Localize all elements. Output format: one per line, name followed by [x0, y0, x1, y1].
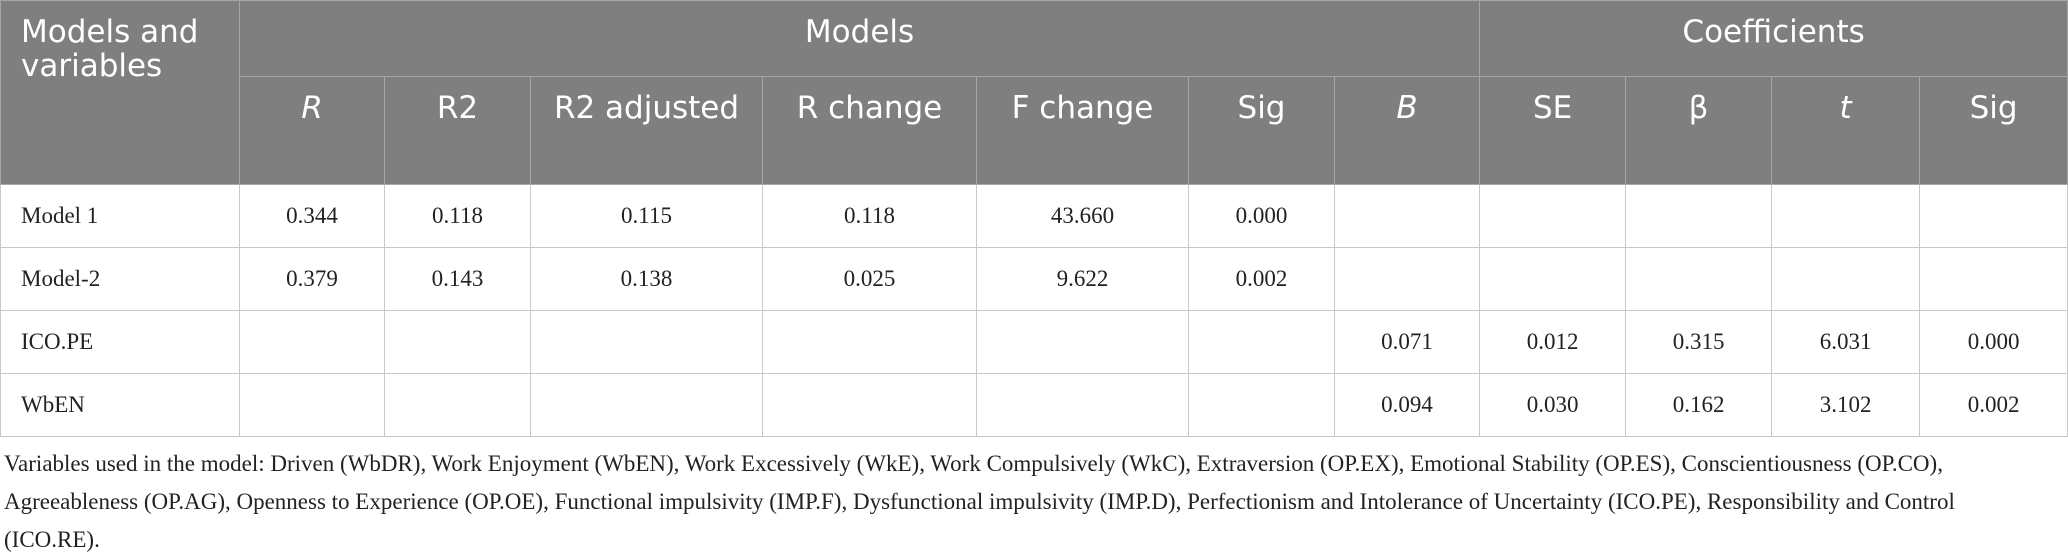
cell: 0.118 [762, 184, 977, 248]
table-row: Model 1 0.344 0.118 0.115 0.118 43.660 0.000 [0, 184, 2068, 248]
cell: 0.002 [1919, 373, 2068, 437]
cell: 0.025 [762, 247, 977, 311]
column-header: R2 adjusted [530, 76, 763, 185]
row-label: WbEN [0, 373, 240, 437]
empty-cell [384, 373, 531, 437]
cell: 6.031 [1771, 310, 1921, 374]
cell: 3.102 [1771, 373, 1921, 437]
column-header: Sig [1919, 76, 2068, 185]
cell: 0.000 [1919, 310, 2068, 374]
cell: 0.118 [384, 184, 531, 248]
empty-cell [239, 310, 385, 374]
empty-cell [976, 373, 1189, 437]
group-header: Coefficients [1479, 0, 2068, 77]
cell: 0.115 [530, 184, 763, 248]
empty-cell [1625, 184, 1773, 248]
empty-cell [976, 310, 1189, 374]
footnote: Variables used in the model: Driven (WbD… [4, 451, 1955, 552]
row-label: Model-2 [0, 247, 240, 311]
column-header: Sig [1188, 76, 1335, 185]
group-header: Models [238, 0, 1481, 77]
cell: 0.162 [1625, 373, 1773, 437]
column-header: R change [762, 76, 977, 185]
empty-cell [530, 373, 763, 437]
row-label: Model 1 [0, 184, 240, 248]
empty-cell [1479, 184, 1627, 248]
empty-cell [1625, 247, 1773, 311]
cell: 0.071 [1333, 310, 1481, 374]
column-header: t [1771, 76, 1921, 185]
column-header: B [1333, 76, 1481, 185]
row-label: ICO.PE [0, 310, 240, 374]
column-header: F change [976, 76, 1189, 185]
empty-cell [1771, 184, 1921, 248]
cell: 0.344 [239, 184, 385, 248]
empty-cell [1333, 184, 1481, 248]
cell: 0.138 [530, 247, 763, 311]
column-header: R2 [384, 76, 531, 185]
cell: 0.094 [1333, 373, 1481, 437]
column-header: β [1625, 76, 1773, 185]
table-row: Model-2 0.379 0.143 0.138 0.025 9.622 0.002 [0, 247, 2068, 311]
empty-cell [1333, 247, 1481, 311]
cell: 0.143 [384, 247, 531, 311]
empty-cell [1771, 247, 1921, 311]
empty-cell [1919, 247, 2068, 311]
empty-cell [762, 373, 977, 437]
table-row: WbEN 0.094 0.030 0.162 3.102 0.002 [0, 373, 2068, 437]
empty-cell [384, 310, 531, 374]
cell: 0.379 [239, 247, 385, 311]
results-table: Models and variables Models Coefficients… [0, 0, 2068, 437]
cell: 0.000 [1188, 184, 1335, 248]
empty-cell [1919, 184, 2068, 248]
cell: 0.002 [1188, 247, 1335, 311]
cell: 43.660 [976, 184, 1189, 248]
cell: 9.622 [976, 247, 1189, 311]
empty-cell [239, 373, 385, 437]
empty-cell [1188, 310, 1335, 374]
cell: 0.012 [1479, 310, 1627, 374]
column-header: SE [1479, 76, 1627, 185]
group-header: Models and variables [0, 0, 240, 185]
column-header: R [239, 76, 385, 185]
empty-cell [762, 310, 977, 374]
empty-cell [1479, 247, 1627, 311]
cell: 0.030 [1479, 373, 1627, 437]
empty-cell [1188, 373, 1335, 437]
table-row: ICO.PE 0.071 0.012 0.315 6.031 0.000 [0, 310, 2068, 374]
cell: 0.315 [1625, 310, 1773, 374]
empty-cell [530, 310, 763, 374]
